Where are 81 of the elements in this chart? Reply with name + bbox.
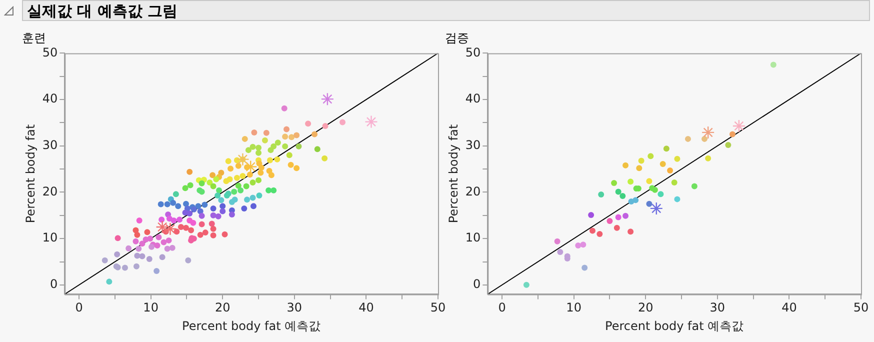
x-tick-label: 20 — [638, 300, 654, 315]
point — [632, 197, 639, 204]
point — [320, 92, 334, 106]
x-tick-label: 0 — [75, 300, 83, 315]
y-tick-label: 30 — [465, 138, 481, 152]
x-tick-label: 40 — [782, 300, 797, 315]
point — [615, 188, 622, 195]
point — [580, 242, 586, 248]
x-tick-label: 50 — [853, 300, 869, 315]
point — [557, 249, 564, 256]
point — [638, 158, 644, 164]
point — [589, 228, 596, 234]
chart-subtitle: 검증 — [445, 30, 469, 47]
point — [164, 222, 177, 236]
point — [636, 165, 642, 172]
point — [652, 186, 658, 193]
point — [614, 224, 620, 231]
point — [729, 131, 736, 138]
point — [691, 183, 698, 190]
point — [622, 162, 629, 168]
x-tick-label: 10 — [143, 300, 158, 315]
point — [596, 230, 603, 237]
x-tick-label: 40 — [358, 300, 374, 315]
point — [575, 242, 582, 249]
point — [236, 152, 250, 166]
point — [770, 62, 776, 68]
y-tick-label: 40 — [465, 92, 481, 106]
point — [684, 136, 691, 142]
y-tick-label: 30 — [42, 138, 58, 152]
point — [628, 228, 634, 235]
x-tick-label: 20 — [214, 300, 230, 315]
point — [620, 192, 626, 199]
y-tick-label: 0 — [473, 277, 481, 292]
y-tick-label: 10 — [42, 230, 58, 245]
point — [646, 200, 652, 207]
y-tick-label: 50 — [465, 45, 481, 60]
point — [725, 142, 732, 148]
point — [671, 180, 678, 186]
point — [674, 196, 680, 202]
point — [732, 119, 746, 133]
point — [606, 218, 613, 224]
point — [663, 146, 670, 152]
x-tick-label: 30 — [286, 300, 302, 315]
x-tick-label: 10 — [566, 300, 582, 315]
point — [701, 136, 708, 142]
x-tick-label: 30 — [710, 300, 726, 315]
point — [554, 238, 560, 244]
point — [244, 160, 258, 174]
point — [156, 220, 169, 234]
chart-subtitle: 훈련 — [22, 30, 46, 47]
point — [628, 178, 634, 185]
y-tick-label: 40 — [42, 92, 58, 106]
x-tick-label: 0 — [498, 300, 506, 315]
x-axis-title: Percent body fat 예측값 — [182, 318, 321, 333]
y-axis-title: Percent body fat — [23, 124, 38, 224]
y-tick-label: 10 — [465, 230, 481, 245]
point — [622, 212, 629, 219]
point — [646, 178, 652, 184]
y-tick-label: 20 — [42, 184, 58, 198]
point — [588, 212, 594, 218]
point — [660, 160, 666, 167]
y-tick-label: 20 — [465, 184, 481, 198]
point — [582, 264, 588, 271]
y-tick-label: 0 — [50, 277, 58, 292]
point — [674, 156, 680, 162]
point — [667, 167, 674, 174]
point — [523, 282, 530, 288]
point — [650, 202, 663, 216]
point — [648, 153, 654, 160]
point — [364, 115, 378, 128]
point — [598, 192, 604, 198]
y-axis-title: Percent body fat — [446, 124, 460, 224]
chart-title: 실제값 대 예측값 그림 — [22, 0, 870, 21]
point — [705, 155, 712, 162]
point — [701, 126, 715, 140]
x-axis-title: Percent body fat 예측값 — [605, 318, 744, 333]
x-tick-label: 50 — [430, 300, 446, 315]
point — [615, 214, 622, 220]
point — [611, 180, 618, 186]
y-tick-label: 50 — [42, 45, 58, 60]
point — [658, 191, 664, 198]
